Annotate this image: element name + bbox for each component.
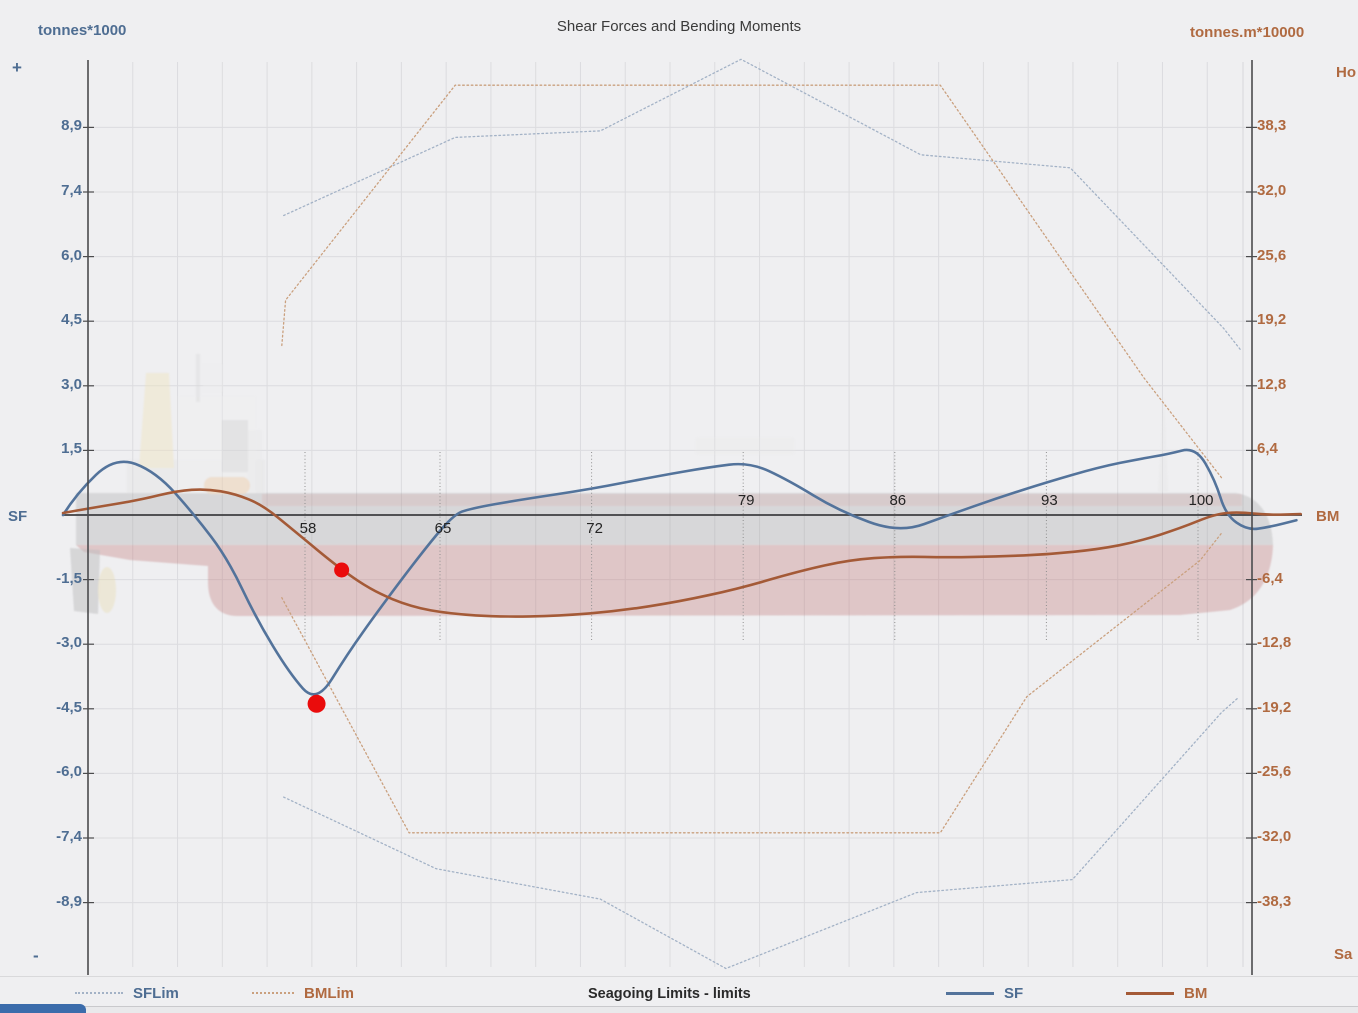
ship-propeller: [98, 567, 116, 613]
ship-bow-mast: [1158, 396, 1168, 492]
series-sflim-lower: [283, 696, 1240, 970]
series-sf: [61, 448, 1298, 696]
ship-deckhouse-wing: [248, 430, 262, 492]
ship-silhouette: [70, 354, 1273, 616]
ship-deckhouse-block: [222, 420, 248, 472]
ship-mast: [196, 354, 200, 402]
bottom-border: [0, 1006, 1358, 1007]
extreme-markers: [307, 562, 350, 713]
limit-curves: [281, 58, 1242, 970]
ship-rudder: [70, 548, 100, 614]
extreme-marker-sf: [307, 694, 326, 713]
bottom-strip: [0, 1007, 1358, 1013]
axis-lines: [83, 60, 1257, 975]
series-bmlim-upper: [281, 84, 1223, 479]
series-sflim-upper: [283, 58, 1242, 351]
bottom-left-accent: [0, 1004, 86, 1013]
ship-manifold: [695, 437, 795, 455]
sf-bm-curves: [61, 448, 1302, 696]
legend-separator: [0, 976, 1358, 977]
ship-hull-lower: [76, 545, 1273, 616]
ship-funnel: [139, 373, 174, 468]
extreme-marker-bm: [334, 562, 350, 578]
series-bm: [61, 488, 1302, 618]
series-bmlim-lower: [281, 532, 1223, 834]
ship-bridge-top: [203, 364, 223, 392]
ship-hull-stripe: [262, 494, 1242, 506]
